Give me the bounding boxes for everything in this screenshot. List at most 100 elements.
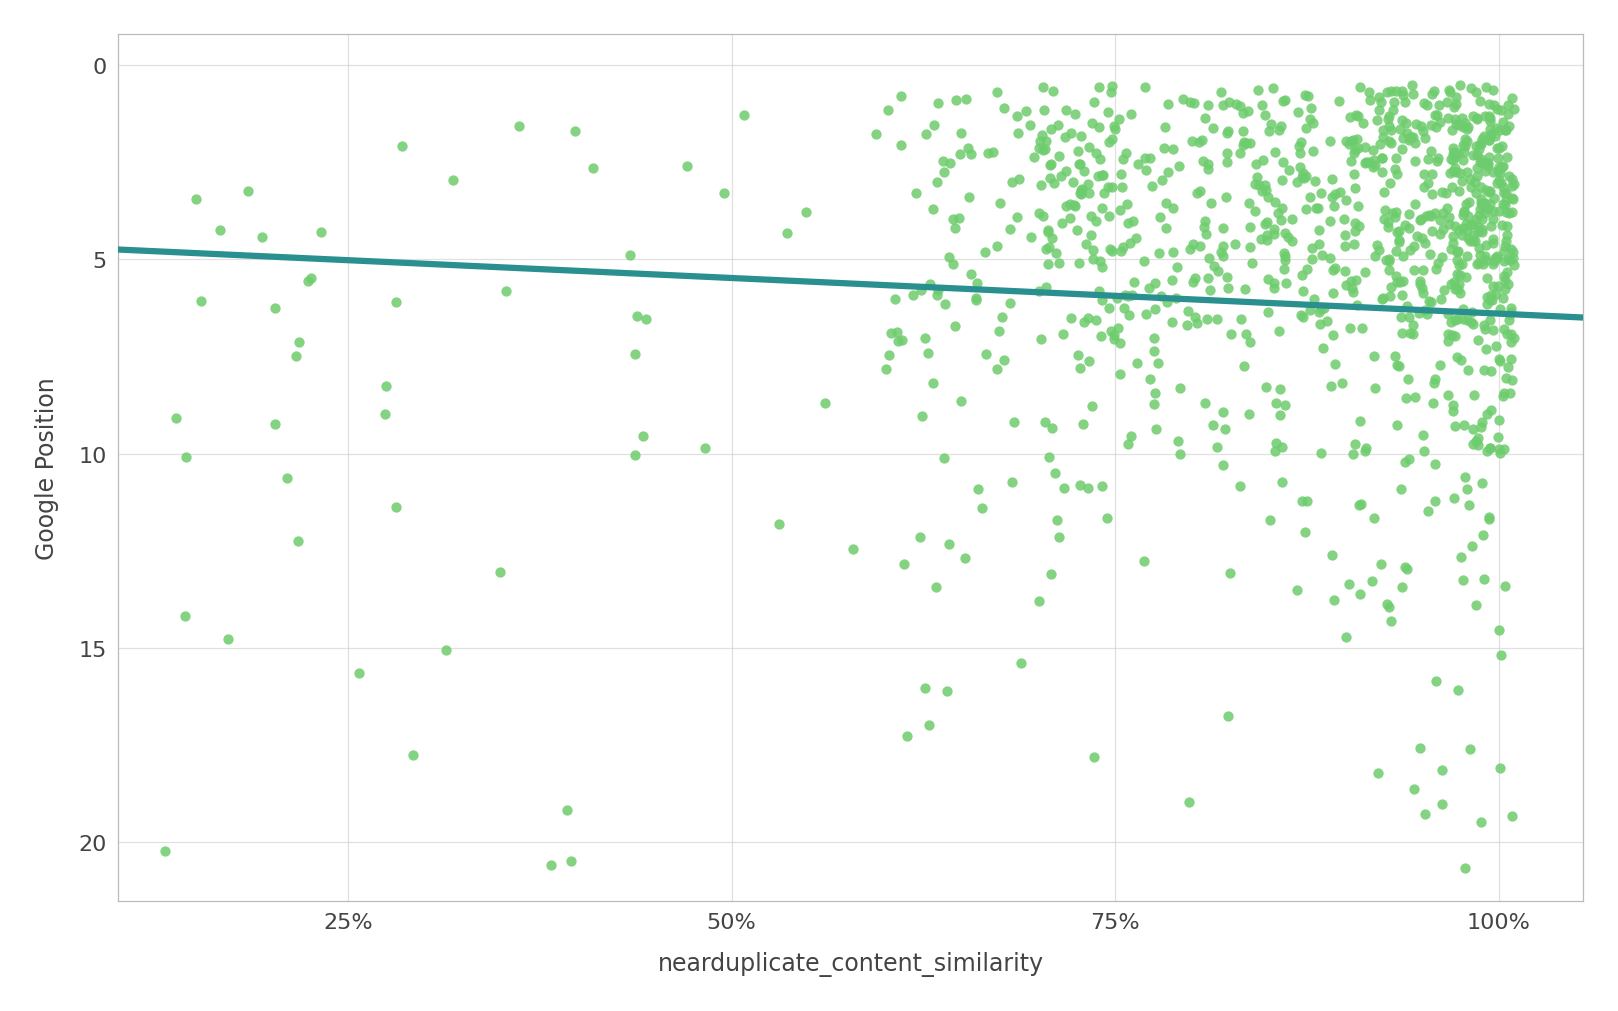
Point	[1498, 352, 1524, 368]
Point	[1044, 513, 1069, 529]
Point	[1078, 208, 1103, 224]
Point	[1442, 161, 1468, 177]
Point	[1422, 261, 1448, 277]
Point	[1435, 334, 1461, 350]
Point	[1468, 192, 1493, 208]
Point	[1364, 112, 1390, 128]
Point	[1443, 311, 1469, 328]
Point	[388, 139, 414, 155]
Point	[1416, 293, 1442, 309]
Point	[1450, 110, 1476, 126]
Point	[1440, 236, 1466, 252]
Point	[1421, 376, 1446, 392]
Point	[1443, 350, 1469, 366]
Point	[1243, 157, 1269, 173]
Point	[1487, 173, 1513, 189]
Point	[1089, 479, 1115, 495]
Point	[1031, 80, 1057, 96]
Point	[1314, 313, 1340, 330]
Point	[1074, 177, 1100, 193]
Point	[1419, 223, 1445, 240]
Point	[1388, 579, 1414, 595]
Point	[1453, 216, 1479, 233]
Point	[1175, 303, 1201, 319]
Point	[1469, 475, 1495, 491]
Point	[1395, 371, 1421, 387]
Point	[948, 126, 974, 143]
Point	[908, 530, 934, 546]
Point	[163, 410, 189, 427]
Point	[1176, 795, 1202, 811]
Point	[1097, 85, 1123, 101]
Point	[1260, 275, 1286, 291]
Point	[1391, 95, 1417, 111]
Point	[1136, 280, 1162, 296]
Point	[1493, 122, 1519, 139]
Point	[1477, 184, 1503, 200]
Point	[1448, 353, 1474, 369]
Point	[1416, 503, 1442, 520]
Point	[1490, 159, 1516, 175]
Point	[1464, 438, 1490, 454]
Point	[1446, 258, 1472, 274]
Point	[1403, 196, 1429, 212]
Point	[1468, 137, 1493, 154]
Point	[1453, 140, 1479, 156]
Point	[1450, 174, 1476, 190]
Point	[1341, 215, 1367, 232]
Point	[1404, 229, 1430, 246]
Point	[1477, 110, 1503, 126]
Point	[712, 186, 738, 202]
Point	[1050, 327, 1076, 343]
Point	[1442, 312, 1468, 329]
Point	[1349, 321, 1375, 338]
Point	[1480, 211, 1506, 227]
Point	[1239, 256, 1265, 272]
Point	[1210, 404, 1236, 421]
Point	[1456, 195, 1482, 211]
Point	[1176, 242, 1202, 258]
Point	[1110, 300, 1136, 316]
Point	[1419, 118, 1445, 134]
Point	[924, 175, 950, 191]
Point	[1469, 221, 1495, 238]
Point	[1469, 814, 1495, 830]
Point	[1194, 98, 1220, 114]
Point	[1294, 493, 1320, 510]
Point	[1396, 220, 1422, 237]
Point	[1063, 107, 1089, 123]
Point	[1123, 231, 1149, 247]
Point	[372, 406, 398, 423]
Point	[1374, 253, 1400, 269]
Point	[294, 273, 320, 289]
Point	[621, 448, 647, 464]
Point	[561, 124, 587, 141]
Point	[616, 248, 642, 264]
Point	[1421, 83, 1446, 99]
Point	[1076, 354, 1102, 370]
Point	[1307, 302, 1333, 318]
Point	[1387, 274, 1413, 290]
Point	[1027, 332, 1053, 348]
Point	[1210, 457, 1236, 473]
Point	[1027, 177, 1053, 193]
Point	[1442, 99, 1468, 115]
Point	[1102, 122, 1128, 139]
Point	[262, 417, 288, 433]
Point	[1385, 235, 1411, 251]
Point	[976, 146, 1002, 162]
Point	[1053, 198, 1079, 214]
Point	[1408, 740, 1434, 756]
Point	[913, 127, 938, 144]
Point	[1451, 418, 1477, 434]
Point	[1382, 349, 1408, 365]
Point	[1039, 421, 1065, 437]
Point	[1416, 176, 1442, 192]
Point	[1036, 257, 1061, 273]
Point	[1341, 437, 1367, 453]
Point	[916, 345, 942, 361]
Point	[1422, 371, 1448, 387]
Point	[1464, 257, 1490, 273]
Point	[1110, 179, 1136, 195]
Point	[1353, 155, 1379, 171]
